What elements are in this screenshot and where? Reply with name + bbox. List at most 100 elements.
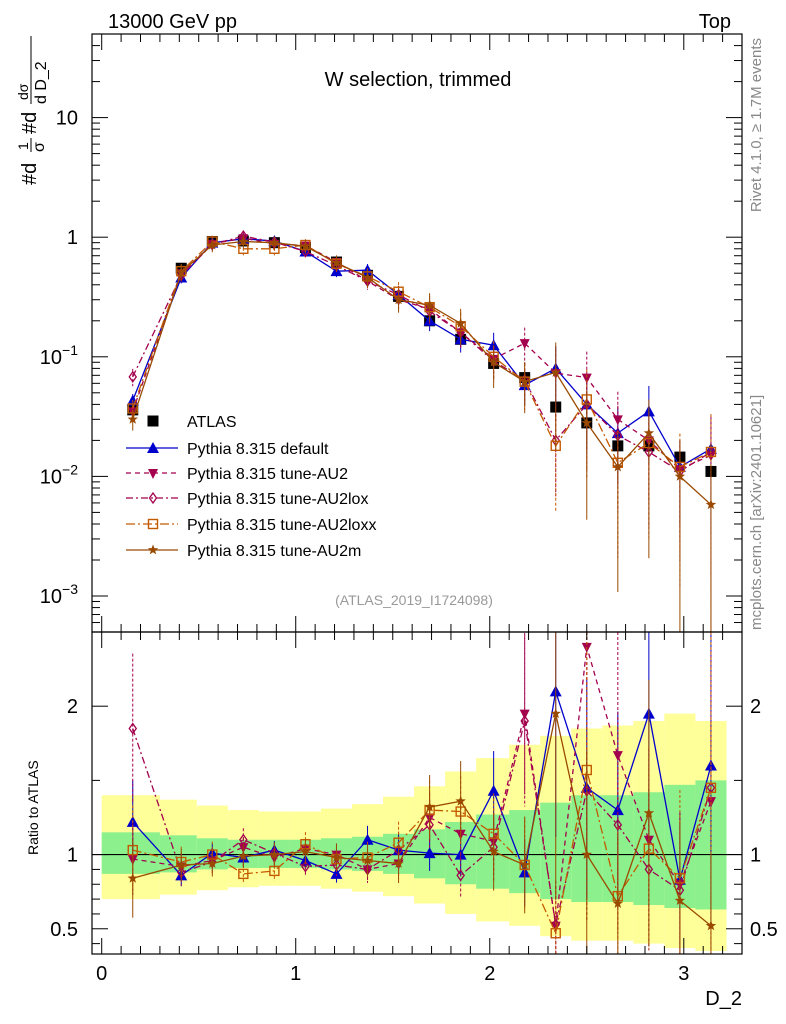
ratio-plot-area	[92, 632, 742, 954]
ratio-y-axis: 0.5 0.5 1 1 2 2	[50, 696, 778, 945]
ratio-y-tick-label: 0.5	[50, 919, 78, 941]
ratio-point-default	[361, 833, 374, 845]
ratio-point-au2m	[705, 920, 717, 931]
legend-marker-au2	[148, 469, 158, 479]
legend-label-au2lox: Pythia 8.315 tune-AU2lox	[187, 491, 368, 508]
data-point-au2m	[519, 376, 530, 387]
main-x-axis	[101, 34, 724, 632]
ratio-point-au2lox	[520, 714, 529, 728]
ratio-point-au2m	[331, 852, 342, 862]
ratio-point-default	[487, 784, 500, 796]
mcplots-label: mcplots.cern.ch [arXiv:2401.10621]	[748, 395, 765, 630]
ratio-point-au2m	[612, 898, 624, 908]
ratio-point-au2m	[488, 846, 499, 857]
data-point-au2m	[581, 417, 592, 428]
main-y-axis-label: #d 1 σ #d dσ d D_2	[15, 36, 50, 185]
ratio-point-au2m	[455, 795, 466, 806]
data-point-au2lox	[128, 370, 138, 383]
legend: ATLAS Pythia 8.315 default Pythia 8.315 tu…	[126, 414, 376, 560]
data-point-au2m	[550, 366, 561, 377]
ratio-y-tick-label-right: 0.5	[750, 919, 778, 941]
ratio-point-au2loxx	[550, 928, 561, 939]
y-tick-label: 10−1	[40, 342, 78, 369]
legend-marker-au2lox	[148, 491, 158, 505]
data-point-au2m	[331, 257, 342, 268]
ratio-point-au2m	[300, 846, 311, 857]
ratio-point-au2loxx	[238, 868, 249, 880]
data-point-au2m	[393, 294, 404, 305]
data-point-au2m	[674, 470, 686, 481]
ratio-frame	[91, 631, 743, 955]
uncertainty-band-inner	[101, 832, 160, 874]
analysis-annotation: (ATLAS_2019_I1724098)	[335, 592, 493, 608]
data-point-au2loxx	[705, 446, 717, 458]
series-line-au2lox	[132, 235, 712, 473]
y-tick-label: 1	[67, 227, 78, 249]
y-tick-label: 10	[56, 108, 78, 130]
data-point-au2m	[705, 499, 717, 510]
series-line-au2loxx	[132, 240, 712, 468]
ratio-point-au2lox	[456, 869, 465, 882]
ratio-point-au2lox	[301, 860, 310, 873]
ratio-y-tick-label: 1	[67, 845, 78, 867]
data-point-au2m	[424, 299, 435, 310]
chart-title: W selection, trimmed	[325, 69, 512, 91]
ratio-point-au2m	[519, 859, 530, 870]
ratio-point-au2lox	[128, 722, 138, 735]
x-tick-label: 3	[678, 963, 689, 985]
y-label-part-3: σ	[31, 142, 48, 152]
data-point-au2m	[488, 356, 499, 367]
x-tick-label: 2	[484, 963, 495, 985]
data-point-au2	[519, 339, 530, 350]
legend-label-au2m: Pythia 8.315 tune-AU2m	[187, 543, 361, 560]
main-y-axis: 10−3 10−2 10−1 1 10	[40, 33, 742, 633]
ratio-y-tick-label: 2	[67, 696, 78, 718]
data-point-au2m	[455, 318, 466, 328]
y-tick-label: 10−2	[40, 461, 78, 488]
y-label-part-4: #d	[19, 112, 41, 134]
ratio-point-au2m	[674, 895, 686, 905]
legend-marker-au2loxx	[147, 518, 159, 530]
data-point-au2m	[269, 237, 280, 248]
series-line-default	[132, 238, 712, 468]
header-category-label: Top	[699, 11, 731, 33]
ratio-point-au2m	[424, 801, 435, 812]
ratio-point-au2m	[127, 872, 138, 883]
ratio-y-tick-label-right: 1	[750, 845, 761, 867]
ratio-point-au2m	[362, 855, 373, 865]
ratio-point-default	[330, 867, 343, 879]
ratio-point-au2m	[269, 849, 280, 859]
ratio-y-tick-label-right: 2	[750, 696, 761, 718]
ratio-point-au2m	[643, 807, 655, 818]
ratio-point-au2lox	[613, 818, 623, 832]
ratio-point-au2m	[207, 858, 218, 868]
legend-label-data: ATLAS	[187, 414, 237, 431]
x-tick-label: 1	[290, 963, 301, 985]
y-label-part-6: d D_2	[33, 61, 50, 104]
rivet-label: Rivet 4.1.0, ≥ 1.7M events	[748, 38, 765, 212]
y-label-part-2: 1	[15, 142, 31, 150]
legend-marker-default	[147, 442, 159, 453]
ratio-point-default	[704, 759, 717, 771]
data-point-default	[487, 339, 500, 351]
series-line-au2	[132, 237, 712, 470]
ratio-y-axis-label: Ratio to ATLAS	[25, 760, 41, 855]
legend-label-default: Pythia 8.315 default	[187, 441, 329, 458]
ratio-point-au2loxx	[705, 782, 717, 794]
header-energy-label: 13000 GeV pp	[108, 11, 237, 33]
series-au2lox	[128, 230, 716, 632]
data-point-au2m	[643, 427, 655, 438]
legend-marker-data	[147, 415, 159, 427]
data-point-au2m	[207, 239, 218, 250]
series-default	[126, 232, 717, 536]
series-au2m	[127, 235, 717, 632]
data-point-au2m	[176, 266, 187, 277]
data-point-au2m	[238, 236, 249, 246]
data-point-au2m	[612, 461, 624, 472]
y-label-part-5: dσ	[15, 83, 31, 100]
data-point-au2m	[300, 240, 311, 251]
ratio-point-au2m	[581, 849, 592, 859]
series-au2loxx	[127, 235, 717, 632]
ratio-panel: 0.5 0.5 1 1 2 2 0 1 2 3 Ratio to ATLAS D_2	[25, 631, 778, 1010]
